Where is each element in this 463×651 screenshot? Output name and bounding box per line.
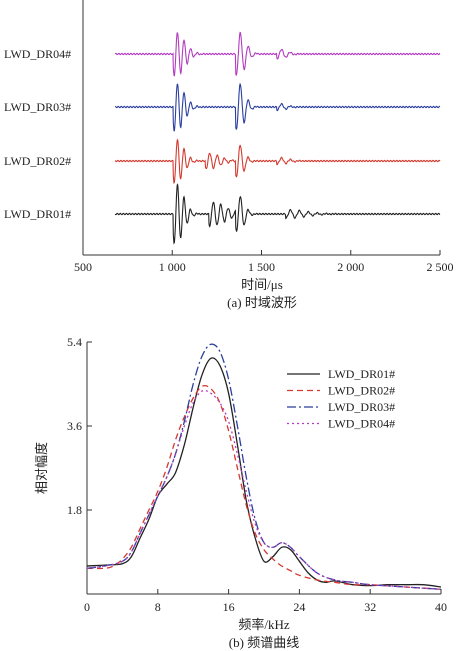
spectrum-y-axis-label: 相对幅度 (34, 442, 49, 494)
legend-label: LWD_DR01# (328, 367, 395, 381)
time-x-tick-label: 2 500 (427, 260, 454, 274)
spectrum-legend: LWD_DR01# LWD_DR02# LWD_DR03# LWD_DR04# (287, 367, 395, 431)
waveform-trace (114, 183, 441, 245)
legend-label: LWD_DR03# (328, 400, 395, 414)
waveform-trace (114, 138, 441, 184)
trace-label: LWD_DR03# (4, 100, 71, 114)
time-x-tick-label: 2 000 (337, 260, 364, 274)
trace-label: LWD_DR02# (4, 154, 71, 168)
spectrum-y-tick-label: 1.8 (67, 503, 82, 517)
spectrum-caption: (b) 频谱曲线 (229, 635, 299, 650)
waveform-trace (114, 82, 441, 132)
time-caption: (a) 时域波形 (227, 295, 297, 310)
spectrum-x-tick-label: 24 (293, 600, 305, 614)
legend-label: LWD_DR02# (328, 384, 395, 398)
time-x-tick-label: 500 (74, 260, 92, 274)
time-x-tick-label: 1 500 (248, 260, 275, 274)
spectrum-y-tick-label: 5.4 (67, 335, 82, 349)
spectrum-x-tick-label: 0 (84, 600, 90, 614)
spectrum-curve (86, 343, 442, 590)
spectrum-x-axis-label: 频率/kHz (238, 617, 290, 632)
spectrum-panel: 0 8 16 24 32 401.83.65.4 LWD_DR01#LWD_DR02#LW… (34, 335, 447, 650)
spectrum-curve (86, 384, 442, 590)
time-x-tick-label: 1 000 (159, 260, 186, 274)
spectrum-x-tick-label: 32 (364, 600, 376, 614)
trace-label: LWD_DR04# (4, 47, 71, 61)
spectrum-x-tick-label: 16 (223, 600, 235, 614)
trace-label: LWD_DR01# (4, 207, 71, 221)
time-x-axis-label: 时间/μs (241, 277, 283, 292)
spectrum-y-tick-label: 3.6 (67, 419, 82, 433)
waveform-trace (114, 31, 441, 77)
spectrum-x-tick-label: 40 (435, 600, 447, 614)
time-domain-panel: 500 1 000 1 500 2 000 2 500 LWD_DR04# LWD_DR0… (4, 0, 454, 310)
legend-label: LWD_DR04# (328, 417, 395, 431)
spectrum-x-tick-label: 8 (155, 600, 161, 614)
